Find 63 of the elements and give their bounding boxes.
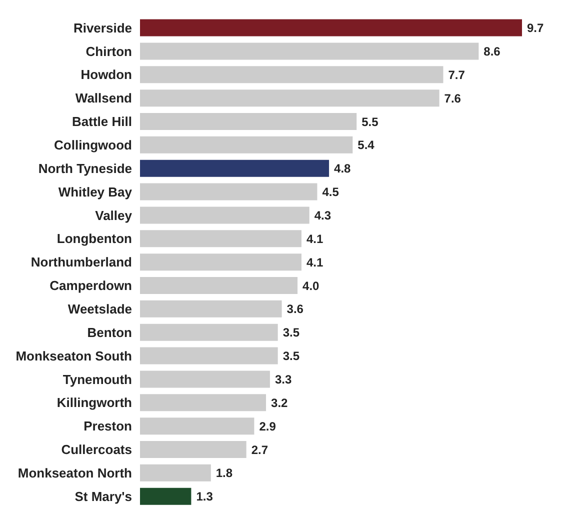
bar: [140, 19, 522, 36]
bar: [140, 300, 282, 318]
data-label: 5.5: [362, 114, 379, 129]
y-tick-label: Monkseaton South: [16, 348, 132, 364]
bar: [140, 66, 444, 84]
y-tick-label: Preston: [84, 418, 132, 434]
y-tick-label: Northumberland: [30, 254, 132, 270]
bar: [140, 206, 310, 224]
data-label: 5.4: [358, 138, 375, 152]
y-tick-label: Killingworth: [56, 395, 132, 410]
y-tick-label: Cullercoats: [61, 442, 132, 458]
bar: [140, 418, 254, 435]
bar: [140, 324, 278, 341]
data-label: 7.7: [448, 68, 466, 82]
y-tick-label: Longbenton: [56, 231, 132, 246]
data-label: 3.5: [282, 326, 300, 340]
y-tick-label: Collingwood: [54, 137, 132, 152]
y-tick-label: Wallsend: [75, 90, 132, 106]
y-tick-label: St Mary's: [74, 488, 132, 504]
data-label: 2.7: [251, 442, 268, 457]
y-tick-label: Benton: [87, 324, 132, 340]
y-tick-label: North Tyneside: [38, 160, 132, 176]
bar: [140, 254, 302, 271]
data-label: 7.6: [444, 91, 462, 106]
data-label: 2.9: [259, 419, 276, 434]
bar: [140, 183, 318, 200]
y-tick-label: Camperdown: [50, 278, 132, 294]
data-label: 1.3: [196, 490, 214, 504]
y-tick-label: Riverside: [73, 20, 132, 36]
y-tick-label: Howdon: [80, 67, 132, 82]
data-label: 3.3: [274, 372, 292, 386]
bar: [140, 488, 192, 505]
bar: [140, 347, 278, 364]
data-label: 8.6: [484, 44, 501, 58]
bar: [140, 370, 270, 388]
data-label: 9.7: [527, 21, 544, 36]
data-label: 4.0: [302, 278, 320, 293]
data-label: 4.5: [322, 185, 340, 200]
data-label: 4.1: [306, 255, 324, 270]
data-label: 4.8: [334, 162, 352, 176]
y-tick-label: Battle Hill: [72, 114, 132, 130]
y-tick-label: Tynemouth: [62, 372, 132, 387]
data-label: 3.5: [282, 349, 300, 364]
bar: [140, 112, 357, 130]
bar: [140, 90, 440, 107]
bar: [140, 394, 266, 412]
bar: [140, 136, 353, 154]
y-tick-label: Weetslade: [68, 301, 132, 316]
bar: [140, 230, 302, 248]
data-label: 3.6: [286, 302, 304, 316]
y-tick-label: Whitley Bay: [58, 184, 133, 200]
data-label: 4.1: [306, 232, 324, 246]
bar: [140, 42, 479, 60]
bar: [140, 440, 246, 458]
y-tick-label: Chirton: [86, 44, 132, 59]
y-tick-label: Monkseaton North: [18, 465, 132, 480]
y-tick-label: Valley: [95, 208, 133, 223]
data-label: 4.3: [314, 208, 332, 222]
bar: [140, 464, 211, 482]
bar: [140, 160, 330, 177]
data-label: 1.8: [216, 466, 233, 480]
data-label: 3.2: [271, 396, 288, 410]
bar: [140, 276, 298, 294]
